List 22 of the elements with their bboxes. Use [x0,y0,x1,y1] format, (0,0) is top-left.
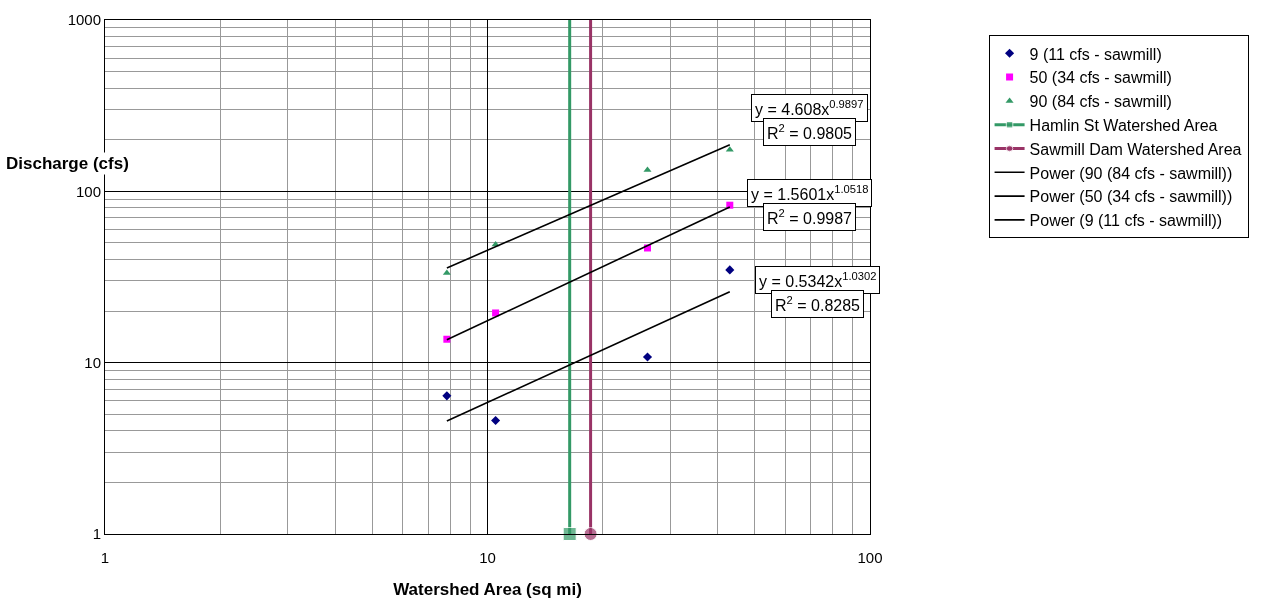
legend-label: 90 (84 cfs - sawmill) [1029,93,1172,111]
annotation: y = 4.608x$^{0.9897}$ [755,98,864,118]
y-axis-title: Discharge (cfs) [6,154,129,173]
annotation: R$^{2}$ = 0.8285 [775,294,861,314]
y-tick-label: 100 [75,182,101,200]
y-tick-label: 1000 [67,11,101,29]
legend-label: Power (9 (11 cfs - sawmill)) [1029,212,1223,230]
y-tick-label: 1 [92,525,101,543]
x-axis-title: Watershed Area (sq mi) [393,580,582,600]
x-tick-label: 100 [857,549,883,566]
legend-label: Power (90 (84 cfs - sawmill)) [1029,164,1233,182]
legend-label: 9 (11 cfs - sawmill) [1029,45,1162,63]
annotation: y = 0.5342x$^{1.0302}$ [759,270,877,290]
y-tick-label: 10 [84,353,101,371]
legend-label: 50 (34 cfs - sawmill) [1029,69,1172,87]
annotation: R$^{2}$ = 0.9987 [767,207,853,227]
annotation: y = 1.5601x$^{1.0518}$ [751,183,869,203]
x-tick-label: 10 [479,549,496,566]
legend-label: Sawmill Dam Watershed Area [1029,140,1242,158]
legend-label: Hamlin St Watershed Area [1029,116,1218,134]
legend-label: Power (50 (34 cfs - sawmill)) [1029,188,1233,206]
annotation: R$^{2}$ = 0.9805 [767,122,853,142]
